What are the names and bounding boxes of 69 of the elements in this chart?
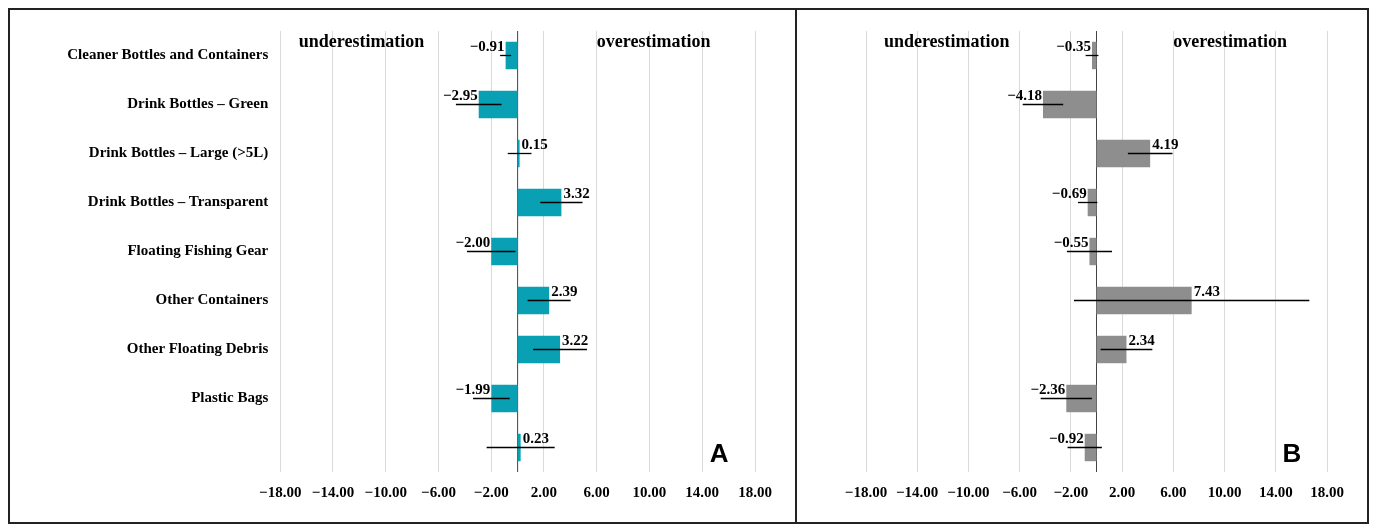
bar [517, 188, 562, 217]
bar [1092, 41, 1097, 70]
data-label: −0.91 [469, 37, 505, 54]
data-label: −2.36 [1030, 380, 1066, 397]
bar [1096, 335, 1127, 364]
bar [517, 286, 550, 315]
x-tick-label: 10.00 [632, 483, 667, 500]
annotation: overestimation [596, 30, 711, 51]
bar [1066, 384, 1097, 413]
y-tick-label: Cleaner Bottles and Containers [67, 46, 269, 63]
bar [1096, 139, 1151, 168]
x-tick-label: 18.00 [1310, 483, 1344, 500]
bar [517, 433, 521, 462]
annotation: B [1282, 438, 1302, 469]
y-tick-label: Floating Fishing Gear [127, 242, 269, 259]
y-tick-label: Other Containers [155, 291, 269, 308]
data-label: −2.95 [442, 86, 478, 103]
bar [517, 335, 561, 364]
data-label: −4.18 [1007, 86, 1042, 103]
x-tick-label: −6.00 [421, 483, 456, 500]
data-label: 7.43 [1193, 282, 1220, 299]
x-tick-label: 2.00 [1108, 483, 1136, 500]
annotation: underestimation [883, 30, 1010, 51]
bar [1087, 188, 1097, 217]
data-label: 2.34 [1128, 331, 1156, 348]
y-tick-label: Other Floating Debris [126, 340, 269, 357]
data-label: −0.55 [1053, 233, 1089, 250]
y-tick-label: Drink Bottles – Transparent [87, 193, 269, 210]
data-label: −0.35 [1056, 37, 1092, 54]
x-tick-label: −14.00 [896, 483, 939, 500]
bar [491, 237, 518, 266]
data-label: 3.32 [563, 184, 590, 201]
x-tick-label: −18.00 [259, 483, 302, 500]
x-tick-label: −2.00 [1053, 483, 1089, 500]
bar [478, 90, 518, 119]
bar [491, 384, 518, 413]
x-tick-label: −18.00 [844, 483, 888, 500]
x-tick-label: 14.00 [685, 483, 720, 500]
bar [1089, 237, 1097, 266]
x-tick-label: −14.00 [311, 483, 355, 500]
data-label: −2.00 [455, 233, 491, 250]
bar [1096, 286, 1192, 315]
x-tick-label: 14.00 [1258, 483, 1293, 500]
x-tick-label: 2.00 [530, 483, 558, 500]
data-label: 4.19 [1152, 135, 1179, 152]
data-label: −0.92 [1048, 429, 1084, 446]
x-tick-label: −10.00 [947, 483, 990, 500]
x-tick-label: 10.00 [1207, 483, 1242, 500]
y-tick-label: Plastic Bags [191, 389, 269, 406]
y-tick-label: Drink Bottles – Large (>5L) [88, 144, 269, 162]
x-tick-label: 6.00 [1160, 483, 1187, 500]
annotation: A [709, 438, 729, 469]
data-label: 2.39 [551, 282, 578, 299]
data-label: 3.22 [562, 331, 589, 348]
x-tick-label: −10.00 [364, 483, 407, 500]
x-tick-label: 6.00 [583, 483, 610, 500]
data-label: −0.69 [1051, 184, 1087, 201]
data-label: 0.15 [521, 135, 548, 152]
x-tick-label: −2.00 [473, 483, 509, 500]
data-label: −1.99 [455, 380, 491, 397]
y-tick-label: Drink Bottles – Green [127, 95, 269, 112]
data-label: 0.23 [522, 429, 549, 446]
x-tick-label: −6.00 [1002, 483, 1038, 500]
x-tick-label: 18.00 [738, 483, 772, 500]
annotation: overestimation [1173, 30, 1287, 51]
bar [1084, 433, 1097, 462]
bar [1042, 90, 1097, 119]
bar [505, 41, 518, 70]
annotation: underestimation [298, 30, 425, 51]
